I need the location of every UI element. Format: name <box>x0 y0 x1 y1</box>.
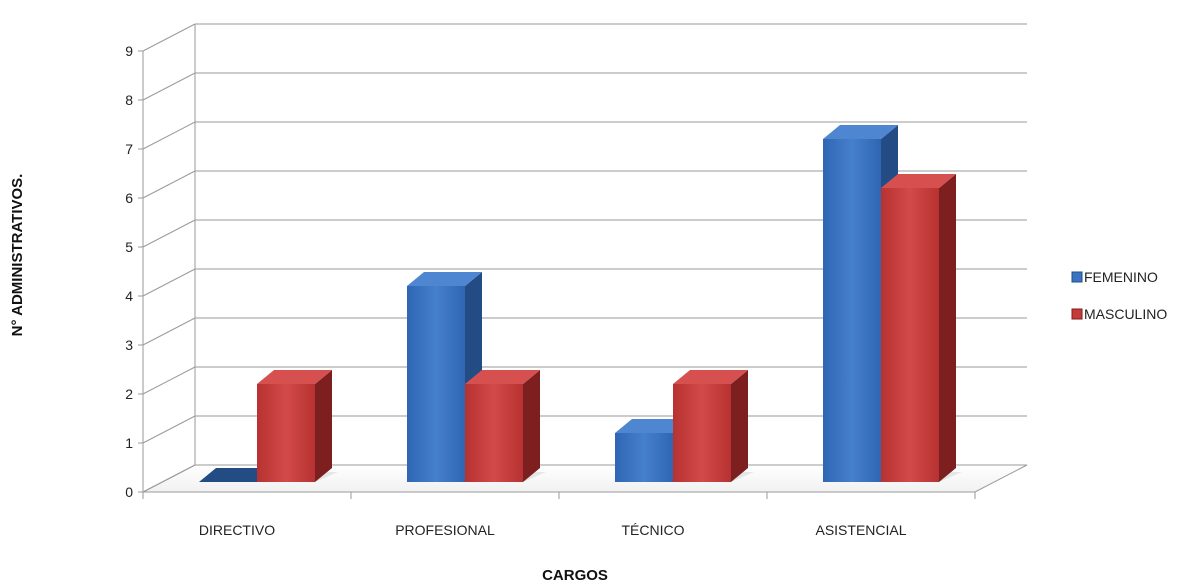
bar-top <box>673 370 748 384</box>
legend-label-femenino: FEMENINO <box>1084 269 1158 285</box>
bar-front <box>615 433 673 482</box>
bar-front <box>407 286 465 482</box>
bar-side <box>315 370 332 482</box>
bar-front <box>673 384 731 482</box>
legend-swatch-femenino <box>1071 271 1083 283</box>
bar-side <box>731 370 748 482</box>
x-category-label: PROFESIONAL <box>395 522 495 538</box>
gridline-side <box>142 464 196 493</box>
x-category-label: TÉCNICO <box>622 522 685 538</box>
gridline-side <box>142 415 196 444</box>
y-tick-label: 8 <box>125 92 133 108</box>
bar-top <box>881 174 956 188</box>
y-tick-label: 7 <box>125 141 133 157</box>
y-tick-label: 0 <box>125 484 133 500</box>
bar-masculino-asistencial <box>881 174 962 482</box>
bar-masculino-profesional <box>465 370 546 482</box>
bar-front <box>823 139 881 482</box>
bar-front <box>465 384 523 482</box>
y-tick-label: 4 <box>125 288 133 304</box>
legend-swatch-masculino <box>1071 308 1083 320</box>
y-tick-label: 9 <box>125 43 133 59</box>
gridline-side <box>142 72 196 101</box>
bar-front <box>881 188 939 482</box>
bar-top <box>199 468 274 482</box>
bar-masculino-técnico <box>673 370 754 482</box>
gridline-side <box>142 317 196 346</box>
bars <box>199 125 962 482</box>
y-tick-label: 5 <box>125 239 133 255</box>
bar-masculino-directivo <box>257 370 338 482</box>
bar-top <box>823 125 898 139</box>
legend-label-masculino: MASCULINO <box>1084 306 1167 322</box>
bar-front <box>257 384 315 482</box>
y-tick-label: 3 <box>125 337 133 353</box>
legend: FEMENINO MASCULINO <box>1071 269 1167 322</box>
gridline-side <box>142 219 196 248</box>
x-category-label: ASISTENCIAL <box>815 522 906 538</box>
bar-top <box>257 370 332 384</box>
gridline-side <box>142 366 196 395</box>
gridline-side <box>142 121 196 150</box>
bar-side <box>523 370 540 482</box>
gridline-side <box>142 170 196 199</box>
y-tick-label: 6 <box>125 190 133 206</box>
gridline-side <box>142 268 196 297</box>
y-tick-labels: 0 1 2 3 4 5 6 7 8 9 <box>125 43 976 500</box>
bar-top <box>465 370 540 384</box>
x-category-label: DIRECTIVO <box>199 522 275 538</box>
y-axis-title: N° ADMINISTRATIVOS. <box>9 174 26 337</box>
gridline-side <box>142 23 196 52</box>
x-axis-title: CARGOS <box>542 567 608 584</box>
bar-side <box>939 174 956 482</box>
bar-top <box>615 419 690 433</box>
bar-top <box>407 272 482 286</box>
y-tick-label: 2 <box>125 386 133 402</box>
x-category-labels: DIRECTIVO PROFESIONAL TÉCNICO ASISTENCIAL <box>199 522 907 538</box>
y-tick-label: 1 <box>125 435 133 451</box>
